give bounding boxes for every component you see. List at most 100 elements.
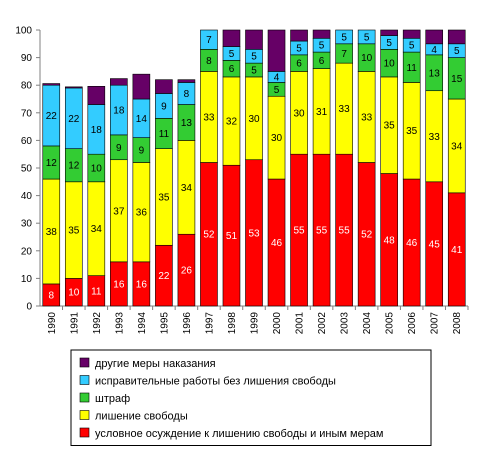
y-tick-label: 30	[21, 219, 33, 230]
x-tick-label: 2000	[272, 312, 283, 335]
x-tick-label: 1995	[159, 312, 170, 335]
legend-label: другие меры наказания	[95, 358, 216, 370]
data-label: 5	[251, 66, 257, 77]
bar-segment	[132, 73, 151, 100]
x-tick-label: 1990	[47, 312, 58, 335]
bar-segment	[335, 29, 353, 45]
x-tick-label: 1996	[182, 312, 193, 335]
data-label: 45	[429, 239, 441, 250]
data-label: 15	[451, 74, 463, 85]
x-tick-label: 2008	[452, 312, 463, 335]
data-label: 37	[113, 206, 125, 217]
data-label: 38	[46, 227, 58, 238]
data-label: 13	[181, 118, 193, 129]
y-tick-label: 20	[21, 246, 33, 257]
data-label: 6	[229, 64, 235, 75]
data-label: 9	[139, 146, 145, 157]
legend: другие меры наказания исправительные рабо…	[70, 349, 432, 446]
data-label: 14	[136, 114, 148, 125]
data-label: 5	[319, 41, 325, 52]
x-tick-label: 1994	[137, 312, 148, 335]
data-label: 9	[161, 101, 167, 112]
data-label: 8	[48, 290, 54, 301]
x-tick-label: 1999	[250, 312, 261, 335]
bar-segment	[110, 78, 128, 86]
y-tick-label: 0	[26, 302, 32, 313]
data-label: 12	[68, 161, 80, 172]
data-label: 16	[136, 279, 148, 290]
data-label: 5	[274, 85, 280, 96]
data-label: 33	[429, 132, 441, 143]
data-label: 7	[206, 35, 212, 46]
data-label: 33	[339, 104, 351, 115]
data-label: 55	[293, 226, 305, 237]
data-label: 11	[406, 63, 417, 74]
x-tick-label: 2006	[407, 312, 418, 335]
data-label: 5	[454, 46, 460, 57]
data-label: 22	[46, 111, 58, 122]
data-label: 11	[159, 129, 170, 140]
data-label: 18	[91, 125, 103, 136]
legend-label: лишение свободы	[95, 411, 188, 423]
y-tick-label: 90	[21, 53, 33, 64]
bar-segment	[380, 29, 398, 36]
data-label: 30	[248, 114, 260, 125]
data-label: 35	[384, 121, 396, 132]
data-label: 8	[206, 56, 212, 67]
data-label: 33	[361, 112, 373, 123]
data-label: 41	[451, 245, 463, 256]
bar-segment	[447, 29, 466, 45]
data-label: 55	[316, 226, 328, 237]
bars-layer	[42, 29, 466, 307]
data-label: 13	[429, 68, 441, 79]
data-label: 4	[431, 45, 437, 56]
bar-segment	[290, 29, 308, 42]
data-label: 5	[251, 52, 257, 63]
bar-segment	[200, 29, 218, 50]
x-tick-label: 2004	[362, 312, 373, 335]
x-tick-label: 1991	[69, 312, 80, 335]
bar-segment	[245, 29, 263, 50]
data-label: 26	[181, 266, 193, 277]
data-labels-layer: 8 38 12 22 10 35 12 22 11 34 10 18 16 37 9 18 16 36 9 14 22 3…	[46, 32, 463, 301]
data-label: 9	[116, 143, 122, 154]
data-label: 31	[316, 107, 328, 118]
data-label: 8	[184, 89, 190, 100]
data-label: 35	[158, 192, 170, 203]
bar-segment	[177, 79, 196, 83]
y-tick-label: 80	[21, 81, 33, 92]
bar-segment	[357, 29, 376, 45]
y-tick-label: 50	[21, 164, 33, 175]
data-label: 7	[341, 49, 347, 60]
x-tick-label: 2002	[317, 312, 328, 335]
bar-segment	[42, 83, 61, 86]
legend-swatch	[79, 375, 90, 385]
data-label: 5	[229, 49, 235, 60]
data-label: 53	[248, 228, 260, 239]
data-label: 35	[406, 126, 418, 137]
legend-swatch	[79, 357, 90, 368]
data-label: 16	[113, 279, 125, 290]
data-label: 10	[91, 164, 103, 175]
data-label: 5	[296, 43, 302, 54]
x-tick-label: 1993	[114, 312, 125, 335]
bar-segment	[312, 29, 331, 39]
legend-swatch	[79, 410, 90, 420]
y-tick-label: 40	[21, 191, 33, 202]
data-label: 36	[136, 208, 148, 219]
legend-label: исправительные работы без лишения свобод…	[95, 376, 336, 388]
x-tick-label: 2005	[385, 312, 396, 335]
x-tick-label: 1992	[92, 312, 103, 335]
data-label: 5	[341, 32, 347, 43]
bar-segment	[87, 86, 106, 105]
x-tick-label: 1997	[204, 312, 215, 335]
data-label: 10	[361, 53, 373, 64]
legend-label: условное осуждение к лишению свободы и и…	[95, 428, 384, 440]
bar-segment	[267, 29, 286, 72]
data-label: 48	[384, 235, 396, 246]
bar-segment	[64, 86, 83, 89]
data-label: 30	[271, 133, 283, 144]
data-label: 52	[361, 230, 373, 241]
